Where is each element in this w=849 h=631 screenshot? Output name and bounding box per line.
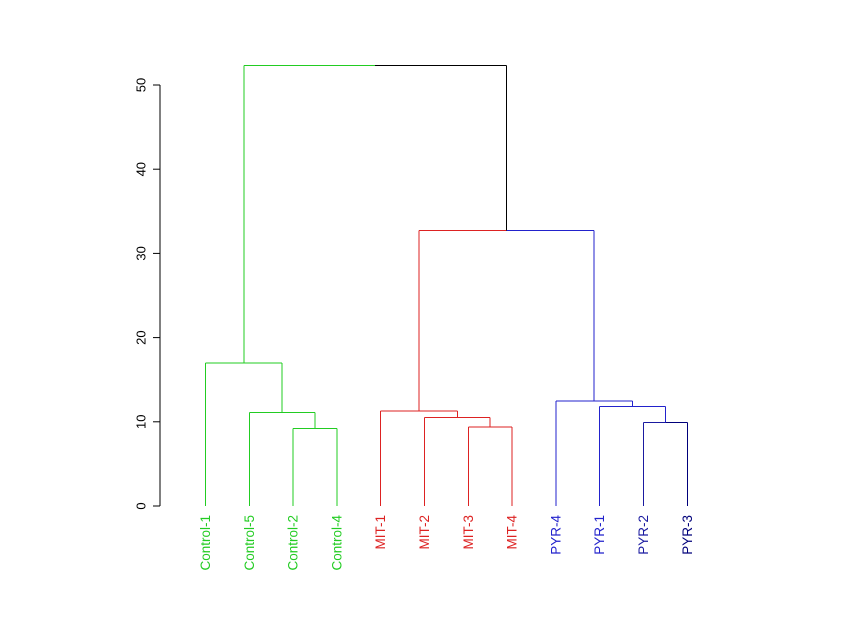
leaf-label-control-2: Control-2 bbox=[286, 515, 301, 571]
leaf-label-pyr-4: PYR-4 bbox=[548, 515, 563, 555]
leaf-label-mit-1: MIT-1 bbox=[373, 515, 388, 550]
leaf-label-mit-2: MIT-2 bbox=[417, 515, 432, 550]
leaf-labels: Control-1 Control-5 Control-2 Control-4 MIT-… bbox=[198, 515, 695, 571]
leaf-label-mit-3: MIT-3 bbox=[461, 515, 476, 550]
y-axis: 0 10 20 30 40 50 bbox=[134, 78, 161, 510]
leaf-label-pyr-3: PYR-3 bbox=[680, 515, 695, 555]
y-tick-label: 0 bbox=[134, 502, 149, 509]
y-tick-label: 50 bbox=[134, 78, 149, 92]
leaf-label-pyr-2: PYR-2 bbox=[636, 515, 651, 555]
leaf-label-pyr-1: PYR-1 bbox=[592, 515, 607, 555]
leaf-label-mit-4: MIT-4 bbox=[505, 515, 520, 550]
y-tick-label: 30 bbox=[134, 246, 149, 260]
y-tick-label: 40 bbox=[134, 162, 149, 176]
leaf-label-control-1: Control-1 bbox=[198, 515, 213, 571]
leaf-label-control-5: Control-5 bbox=[242, 515, 257, 571]
y-tick-label: 10 bbox=[134, 415, 149, 429]
dendrogram-branches bbox=[205, 65, 688, 506]
y-tick-label: 20 bbox=[134, 330, 149, 344]
leaf-label-control-4: Control-4 bbox=[329, 515, 344, 571]
